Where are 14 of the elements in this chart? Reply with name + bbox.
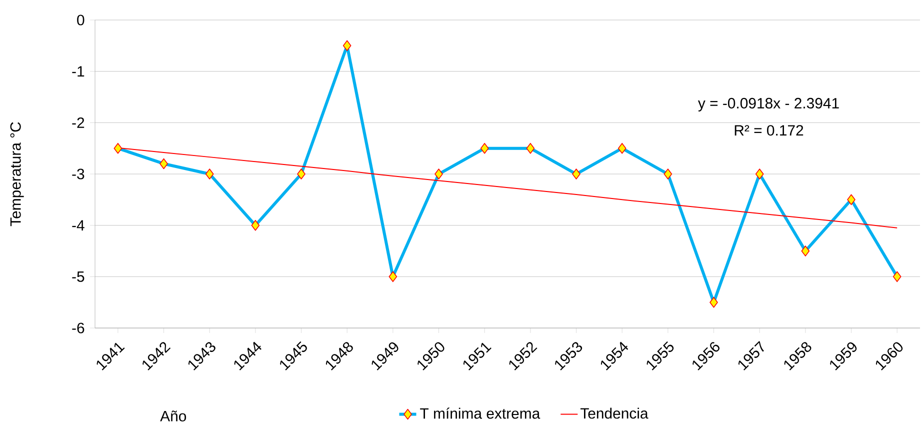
y-tick-label: -6 — [72, 322, 84, 334]
y-tick-label: -4 — [72, 220, 84, 230]
point — [114, 142, 122, 154]
y-axis-title: Temperatura °C — [10, 122, 24, 226]
legend-label: T mínima extrema — [420, 408, 540, 419]
y-tick-label: -1 — [72, 66, 84, 76]
annotation: R² = 0.172 — [734, 125, 804, 136]
y-tick-label: -2 — [72, 117, 84, 128]
legend-label: Tendencia — [580, 408, 648, 419]
y-tick-label: 0 — [77, 14, 84, 26]
x-axis-title: Año — [160, 410, 186, 422]
y-tick-label: -3 — [72, 168, 84, 180]
annotation: y = -0.0918x - 2.3941 — [698, 98, 839, 112]
y-tick-label: -5 — [72, 271, 84, 282]
